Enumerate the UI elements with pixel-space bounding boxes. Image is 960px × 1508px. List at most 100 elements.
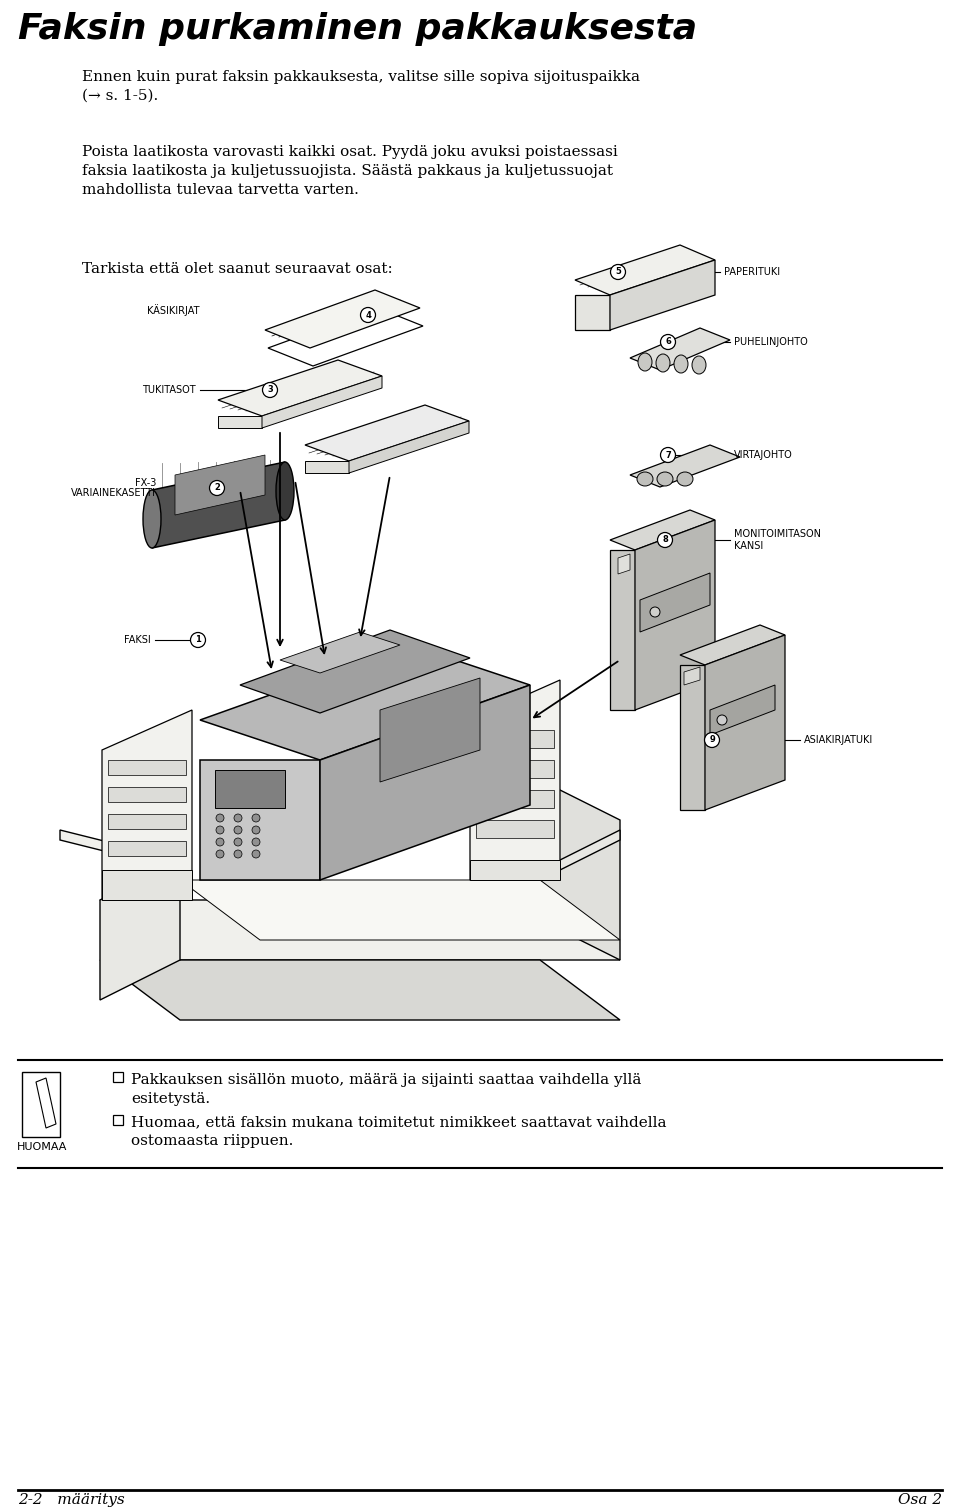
Text: Pakkauksen sisällön muoto, määrä ja sijainti saattaa vaihdella yllä
esitetystä.: Pakkauksen sisällön muoto, määrä ja sija… [131,1074,641,1105]
Polygon shape [60,829,180,870]
Polygon shape [100,961,620,1019]
Circle shape [216,826,224,834]
Polygon shape [610,510,715,550]
Polygon shape [36,1078,56,1128]
Text: 1: 1 [195,635,201,644]
Ellipse shape [657,472,673,486]
Polygon shape [575,244,715,296]
Polygon shape [108,814,186,829]
Text: Osa 2: Osa 2 [898,1493,942,1506]
Polygon shape [108,787,186,802]
Text: Ennen kuin purat faksin pakkauksesta, valitse sille sopiva sijoituspaikka
(→ s. : Ennen kuin purat faksin pakkauksesta, va… [82,69,640,103]
Text: 5: 5 [615,267,621,276]
Circle shape [658,532,673,547]
Circle shape [234,838,242,846]
Circle shape [252,814,260,822]
Text: FAKSI: FAKSI [124,635,151,645]
Polygon shape [175,455,265,516]
Circle shape [234,851,242,858]
Circle shape [717,715,727,725]
Circle shape [216,814,224,822]
Polygon shape [635,520,715,710]
Polygon shape [476,820,554,838]
Polygon shape [22,1072,60,1137]
Polygon shape [540,829,620,881]
Polygon shape [102,710,192,900]
Polygon shape [265,290,420,348]
Circle shape [234,814,242,822]
Circle shape [190,632,205,647]
Polygon shape [640,573,710,632]
Circle shape [660,335,676,350]
Polygon shape [305,406,469,461]
Polygon shape [305,461,349,474]
Ellipse shape [674,354,688,372]
Polygon shape [618,553,630,575]
Text: 7: 7 [665,451,671,460]
Ellipse shape [637,472,653,486]
Text: MONITOIMITASON
KANSI: MONITOIMITASON KANSI [734,529,821,552]
Text: Poista laatikosta varovasti kaikki osat. Pyydä joku avuksi poistaessasi
faksia l: Poista laatikosta varovasti kaikki osat.… [82,145,617,198]
Text: 2-2   määritys: 2-2 määritys [18,1493,125,1506]
Text: Faksin purkaminen pakkauksesta: Faksin purkaminen pakkauksesta [18,12,697,47]
Ellipse shape [276,461,294,520]
Text: VIRTAJOHTO: VIRTAJOHTO [734,449,793,460]
Circle shape [216,838,224,846]
Polygon shape [268,308,423,366]
Polygon shape [380,679,480,783]
Circle shape [252,851,260,858]
Circle shape [252,838,260,846]
Polygon shape [200,760,320,881]
Circle shape [234,826,242,834]
Text: HUOMAA: HUOMAA [17,1142,67,1152]
Polygon shape [476,730,554,748]
Ellipse shape [143,490,161,547]
Bar [113,1114,123,1125]
Circle shape [209,481,225,496]
Polygon shape [684,667,700,685]
Circle shape [262,383,277,398]
Polygon shape [575,296,610,330]
Text: KÄSIKIRJAT: KÄSIKIRJAT [148,305,200,317]
Polygon shape [108,841,186,857]
Polygon shape [280,632,400,673]
Polygon shape [152,461,285,547]
Ellipse shape [692,356,706,374]
Polygon shape [710,685,775,734]
Polygon shape [262,375,382,428]
Polygon shape [610,259,715,330]
Polygon shape [200,645,530,760]
Text: Tarkista että olet saanut seuraavat osat:: Tarkista että olet saanut seuraavat osat… [82,262,393,276]
Polygon shape [470,680,560,881]
Polygon shape [470,860,560,881]
Circle shape [216,851,224,858]
Polygon shape [540,780,620,961]
Polygon shape [100,860,180,1000]
Text: 3: 3 [267,386,273,395]
Text: PAPERITUKI: PAPERITUKI [724,267,780,277]
Text: PUHELINJOHTO: PUHELINJOHTO [734,336,807,347]
Text: 8: 8 [662,535,668,544]
Text: TUKITASOT: TUKITASOT [142,385,196,395]
Circle shape [705,733,719,748]
Ellipse shape [677,472,693,486]
Text: 9: 9 [709,736,715,745]
Polygon shape [476,760,554,778]
Polygon shape [218,416,262,428]
Polygon shape [680,665,705,810]
Circle shape [650,608,660,617]
Bar [113,1072,123,1083]
Polygon shape [215,771,285,808]
Text: 4: 4 [365,311,371,320]
Circle shape [660,448,676,463]
Text: ASIAKIRJATUKI: ASIAKIRJATUKI [804,734,874,745]
Polygon shape [705,635,785,810]
Polygon shape [102,870,192,900]
Ellipse shape [656,354,670,372]
Text: FX-3: FX-3 [134,478,156,489]
Polygon shape [630,329,730,369]
Polygon shape [180,881,620,939]
Circle shape [252,826,260,834]
Polygon shape [100,900,620,961]
Polygon shape [218,360,382,416]
